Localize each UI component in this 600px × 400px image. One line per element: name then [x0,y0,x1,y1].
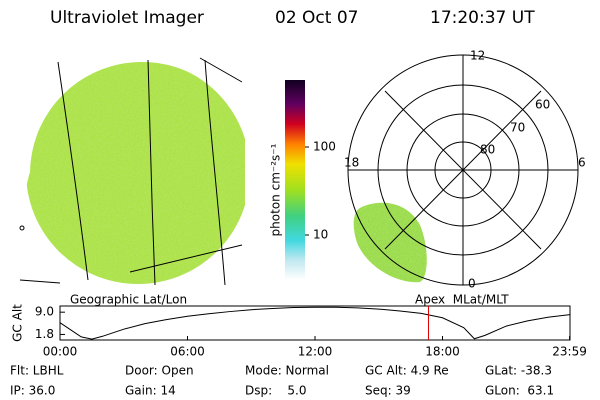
colorbar-tick-label: 10 [313,228,328,242]
lat-label: 80 [480,143,495,157]
y-tick-label: 9.0 [35,305,54,319]
status-field: GLat: -38.3 [485,364,552,378]
colorbar [285,80,305,280]
alt-plot-frame [59,305,571,341]
x-tick-label: 23:59 [552,345,587,359]
status-field: Dsp: 5.0 [245,384,307,398]
x-tick-label: 06:00 [170,345,205,359]
status-field: Flt: LBHL [10,364,64,378]
colorbar-label: photon cm⁻²s⁻¹ [269,143,283,236]
hour-label: 0 [468,277,476,291]
caption: Geographic Lat/Lon [70,293,187,307]
title: Ultraviolet Imager [50,8,204,28]
lat-label: 70 [510,121,525,135]
y-tick-label: 1.8 [35,327,54,341]
status-field: IP: 36.0 [10,384,55,398]
hour-label: 18 [344,156,359,170]
status-field: GLon: 63.1 [485,384,554,398]
x-tick-label: 12:00 [298,345,333,359]
polar-plot [347,54,579,286]
geo-image [19,57,245,286]
date: 02 Oct 07 [275,8,358,28]
x-tick-label: 00:00 [43,345,78,359]
hour-label: 6 [578,156,586,170]
y-axis-label: GC Alt [11,304,25,342]
colorbar-tick-label: 100 [313,140,336,154]
lat-label: 60 [535,98,550,112]
x-tick-label: 18:00 [425,345,460,359]
status-field: Seq: 39 [365,384,411,398]
status-field: Door: Open [125,364,194,378]
status-field: Gain: 14 [125,384,176,398]
caption: Apex MLat/MLT [415,293,509,307]
hour-label: 12 [470,49,485,63]
altitude-curve [59,306,571,340]
time: 17:20:37 UT [430,8,535,28]
status-field: GC Alt: 4.9 Re [365,364,449,378]
status-field: Mode: Normal [245,364,329,378]
